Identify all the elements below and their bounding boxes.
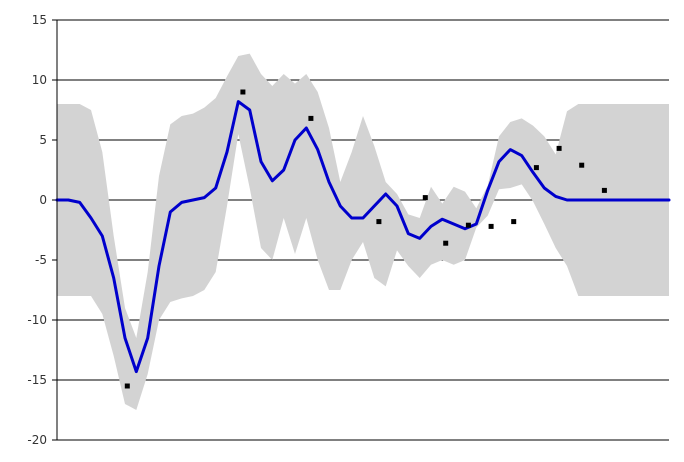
data-point xyxy=(556,145,562,151)
data-point xyxy=(308,115,314,121)
y-tick-label: 0 xyxy=(39,193,47,207)
y-tick-label: -15 xyxy=(27,373,47,387)
data-point xyxy=(240,89,246,95)
data-point xyxy=(511,219,517,225)
data-point xyxy=(465,222,471,228)
observation-points xyxy=(124,89,607,389)
data-point xyxy=(601,187,607,193)
data-point xyxy=(443,240,449,246)
y-tick-label: -20 xyxy=(27,433,47,447)
data-point xyxy=(376,219,382,225)
data-point xyxy=(124,383,130,389)
y-axis-ticks: 15 10 5 0 -5 -10 -15 -20 xyxy=(27,13,47,447)
data-point xyxy=(533,165,539,171)
data-point xyxy=(488,223,494,229)
y-tick-label: -10 xyxy=(27,313,47,327)
y-tick-label: 5 xyxy=(39,133,47,147)
mean-line xyxy=(55,100,671,374)
data-point xyxy=(579,162,585,168)
y-tick-label: 15 xyxy=(32,13,47,27)
data-point xyxy=(422,195,428,201)
uncertainty-band xyxy=(57,53,669,410)
y-tick-label: 10 xyxy=(32,73,47,87)
y-tick-label: -5 xyxy=(35,253,47,267)
